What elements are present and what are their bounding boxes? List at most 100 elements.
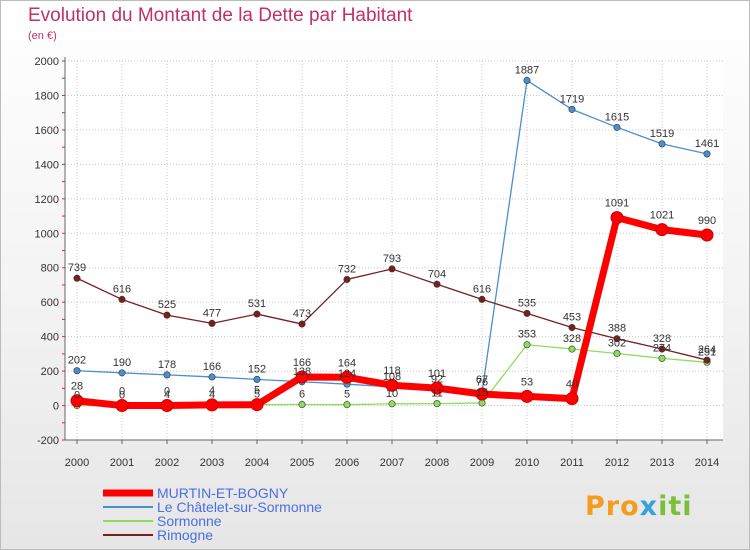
data-label: 178 <box>158 359 176 371</box>
data-label: 5 <box>254 385 260 397</box>
data-label: 11 <box>431 388 442 400</box>
data-point <box>253 310 261 318</box>
data-label: 328 <box>563 333 581 345</box>
y-tick-label: -200 <box>37 435 59 447</box>
data-label: 5 <box>344 389 350 401</box>
x-tick-label: 2002 <box>155 457 179 469</box>
data-label: 138 <box>293 366 311 378</box>
legend-label: MURTIN-ET-BOGNY <box>157 485 289 501</box>
data-point <box>568 345 576 353</box>
y-tick-label: 1600 <box>35 125 59 137</box>
data-point <box>70 394 84 408</box>
data-label: 1719 <box>560 93 584 105</box>
x-tick-label: 2005 <box>290 457 314 469</box>
x-tick-label: 2014 <box>695 457 719 469</box>
data-point <box>430 381 444 395</box>
logo-part-2: x <box>639 491 659 522</box>
data-label: 53 <box>521 376 533 388</box>
legend-label: Sormonne <box>157 513 222 529</box>
data-label: 0 <box>119 390 125 402</box>
x-tick-label: 2008 <box>425 457 449 469</box>
logo-part-1: Pro <box>585 491 640 522</box>
x-tick-label: 2011 <box>560 457 584 469</box>
plot-area <box>65 61 723 440</box>
data-point <box>703 150 711 158</box>
y-tick-label: 1400 <box>35 159 59 171</box>
data-point <box>520 389 534 403</box>
data-label: 1615 <box>605 111 629 123</box>
y-tick-label: 1000 <box>35 228 59 240</box>
y-tick-label: 0 <box>53 401 59 413</box>
x-tick-label: 2010 <box>515 457 539 469</box>
data-label: 274 <box>653 342 671 354</box>
data-label: 1461 <box>695 138 719 150</box>
y-tick-label: 400 <box>41 332 59 344</box>
x-tick-label: 2009 <box>470 457 494 469</box>
data-point <box>610 211 624 225</box>
data-label: 531 <box>248 298 266 310</box>
legend-label: Le Châtelet-sur-Sormonne <box>157 499 322 515</box>
logo-part-3: iti <box>658 491 693 522</box>
data-label: 124 <box>338 368 356 380</box>
data-label: 328 <box>653 333 671 345</box>
data-label: 1021 <box>650 210 674 222</box>
data-point <box>385 378 399 392</box>
data-point <box>523 76 531 84</box>
data-label: 732 <box>338 263 356 275</box>
data-label: 6 <box>299 389 305 401</box>
data-label: 990 <box>698 215 716 227</box>
data-point <box>568 324 576 332</box>
data-label: 76 <box>476 376 488 388</box>
data-label: 0 <box>119 386 125 398</box>
data-label: 4 <box>164 389 170 401</box>
data-label: 616 <box>113 283 131 295</box>
x-tick-label: 2007 <box>380 457 404 469</box>
data-point <box>118 369 126 377</box>
data-point <box>658 345 666 353</box>
data-point <box>478 399 486 407</box>
data-point <box>388 265 396 273</box>
chart-title: Evolution du Montant de la Dette par Hab… <box>28 5 413 26</box>
data-label: 118 <box>383 365 401 377</box>
data-point <box>655 223 669 237</box>
data-label: 473 <box>293 308 311 320</box>
y-tick-label: 1800 <box>35 90 59 102</box>
data-point <box>565 392 579 406</box>
data-point <box>343 275 351 283</box>
x-tick-label: 2013 <box>650 457 674 469</box>
x-tick-label: 2006 <box>335 457 359 469</box>
data-label: 4 <box>209 389 215 401</box>
data-point <box>298 320 306 328</box>
data-point <box>205 398 219 412</box>
data-point <box>250 398 264 412</box>
data-point <box>700 228 714 242</box>
data-point <box>208 373 216 381</box>
data-label: 164 <box>338 357 356 369</box>
data-point <box>298 401 306 409</box>
data-label: 152 <box>248 363 266 375</box>
data-point <box>115 399 129 413</box>
data-label: 10 <box>386 388 398 400</box>
data-point <box>613 335 621 343</box>
chart-unit-label: (en €) <box>28 30 57 42</box>
data-point <box>433 400 441 408</box>
data-label: 166 <box>203 361 221 373</box>
data-point <box>163 311 171 319</box>
data-label: 793 <box>383 253 401 265</box>
data-point <box>208 319 216 327</box>
data-label: 535 <box>518 297 536 309</box>
data-label: 108 <box>383 371 401 383</box>
data-label: 15 <box>476 387 488 399</box>
data-point <box>73 367 81 375</box>
data-point <box>73 274 81 282</box>
data-point <box>613 350 621 358</box>
x-tick-label: 2003 <box>200 457 224 469</box>
x-tick-label: 2012 <box>605 457 629 469</box>
x-tick-label: 2004 <box>245 457 269 469</box>
data-point <box>343 401 351 409</box>
data-label: 92 <box>431 374 443 386</box>
x-tick-label: 2001 <box>110 457 134 469</box>
data-point <box>568 105 576 113</box>
y-tick-label: 600 <box>41 297 59 309</box>
